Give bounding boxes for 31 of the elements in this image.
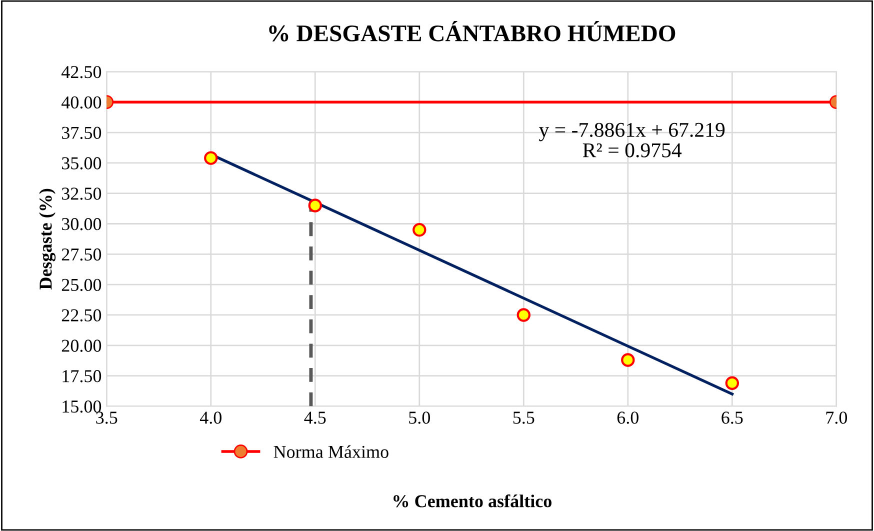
y-axis-title: Desgaste (%) [39,188,56,290]
y-tick-label: 27.50 [62,248,102,261]
point [308,198,322,212]
x-tick-label: 5.0 [409,412,430,424]
y-tick-label: 20.00 [62,340,102,352]
point [725,376,740,390]
y-tick-label: 15.00 [62,400,102,413]
x-tick-label: 4.0 [200,412,222,424]
x-tick-label: 6.5 [722,412,743,424]
y-tick-label: 35.00 [62,157,102,170]
x-tick-label: 3.5 [96,412,118,424]
x-axis-title: % Cemento asfáltico [394,494,552,508]
x-tick-label: 6.0 [617,412,639,424]
y-tick-label: 30.00 [62,218,102,230]
y-tick-label: 32.50 [62,188,102,200]
point [204,151,218,165]
point [412,222,426,237]
y-tick-label: 37.50 [62,126,102,140]
y-tick-label: 42.50 [61,66,102,78]
y-tick-label: 17.50 [62,370,102,382]
x-tick-label: 5.5 [513,412,534,424]
point [516,308,531,322]
y-tick-label: 22.50 [62,309,102,322]
chart-title: % DESGASTE CÁNTABRO HÚMEDO [269,20,676,42]
y-tick-label: 40.00 [61,96,102,109]
x-tick-label: 7.0 [826,412,848,424]
annotation: y = -7.8861x + 67.219 R² = 0.9754 [538,122,725,158]
point [621,353,635,367]
legend-label: Norma Máximo [274,445,388,458]
x-tick-label: 4.5 [304,412,326,424]
y-tick-label: 25.00 [62,278,102,292]
